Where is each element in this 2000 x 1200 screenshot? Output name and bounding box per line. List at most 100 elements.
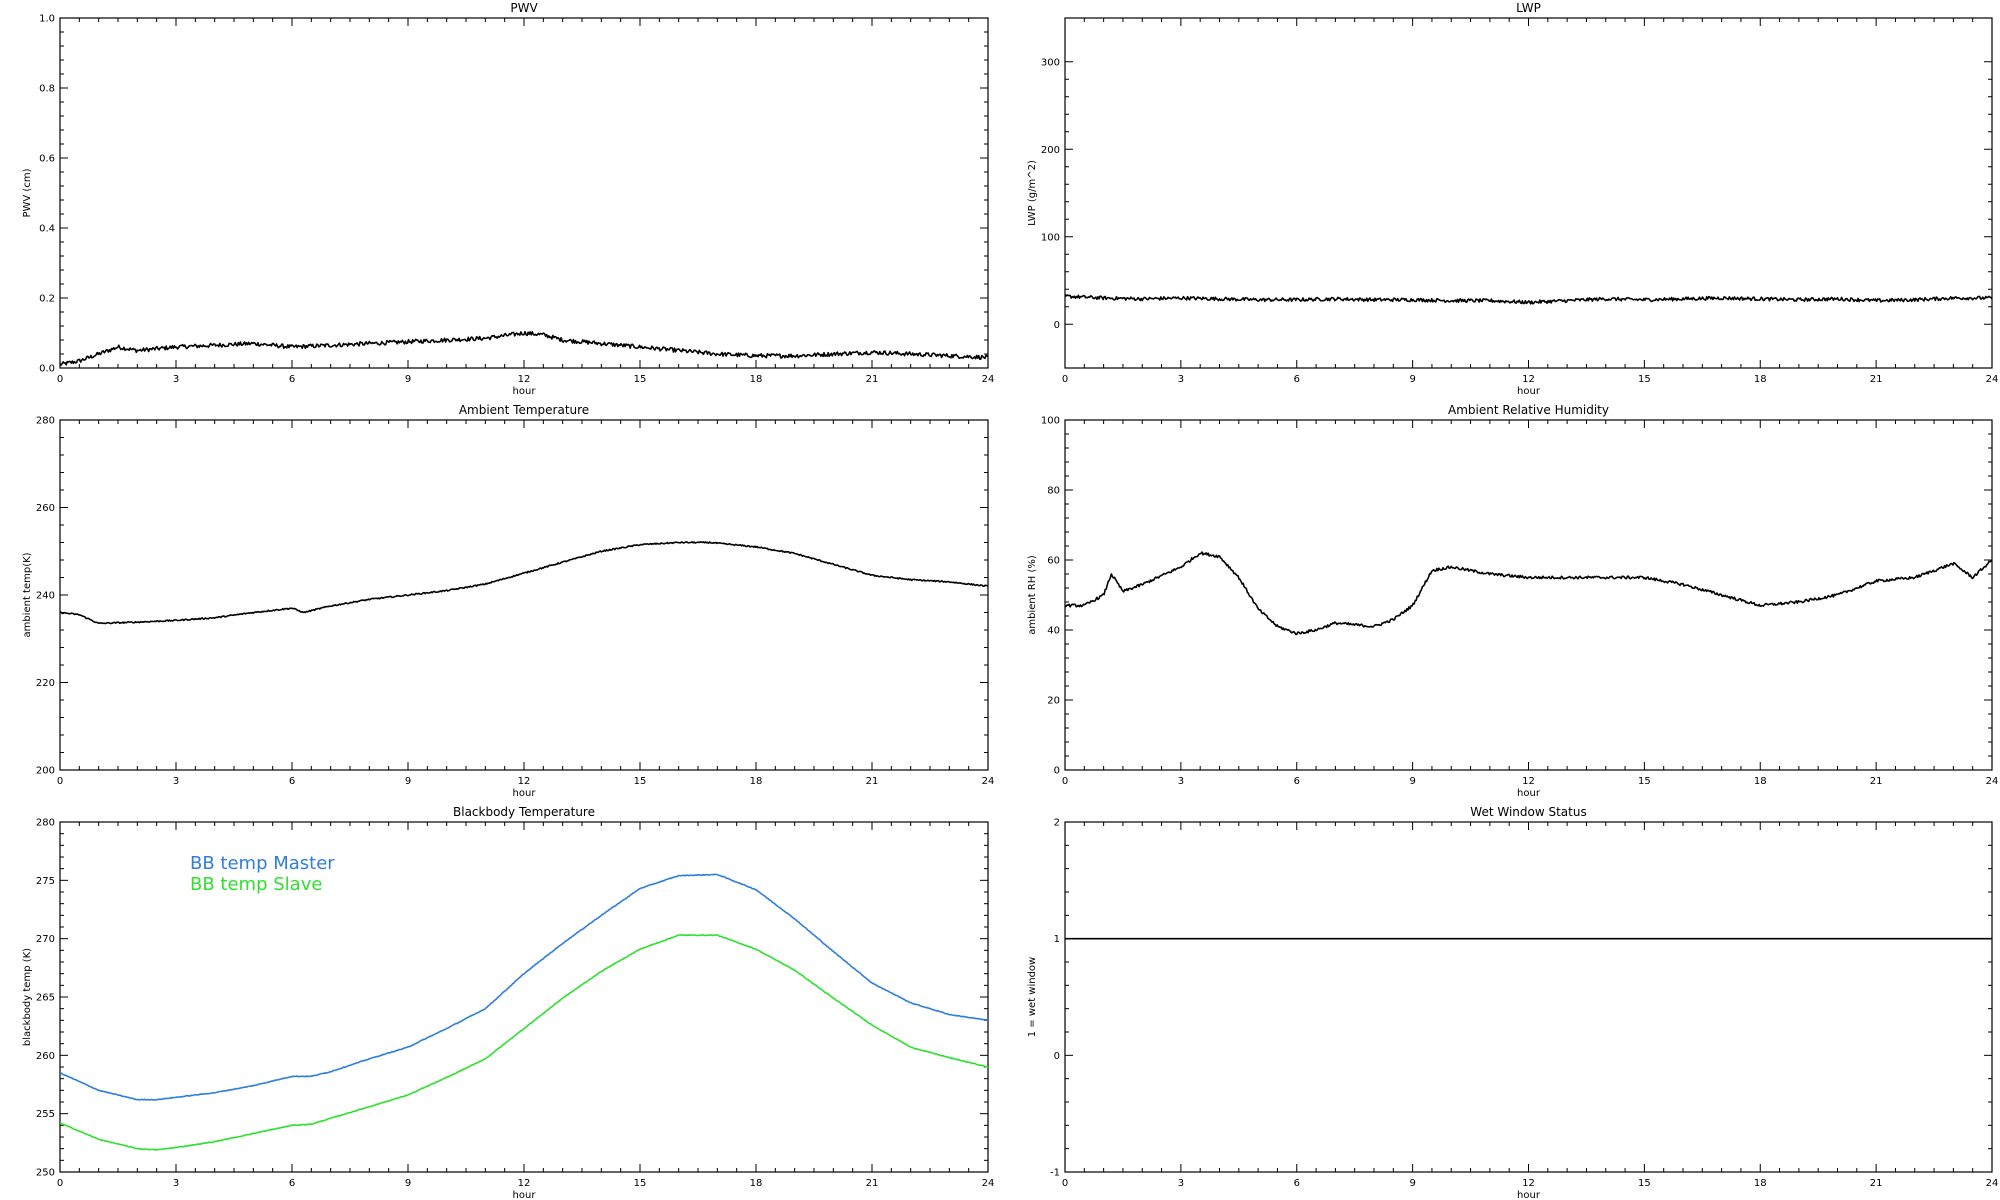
ambient-temp-xtick-label: 21: [866, 776, 879, 787]
pwv-xtick-label: 6: [289, 374, 295, 385]
lwp-xtick-label: 3: [1178, 374, 1184, 385]
ambient-temp-xtick-label: 6: [289, 776, 295, 787]
lwp-ytick-label: 300: [1041, 57, 1060, 68]
ambient-rh-xlabel: hour: [1517, 788, 1541, 799]
blackbody-temp-series-bb-temp-slave: [60, 934, 988, 1151]
pwv-xtick-label: 9: [405, 374, 411, 385]
ambient-temp-xtick-label: 0: [57, 776, 63, 787]
blackbody-temp-ytick-label: 270: [36, 934, 55, 945]
pwv-frame: [59, 17, 989, 369]
blackbody-temp-series-bb-temp-master: [60, 873, 988, 1101]
pwv-series-0: [60, 330, 988, 366]
blackbody-temp-ytick-label: 280: [36, 818, 55, 829]
blackbody-temp-xlabel: hour: [513, 1190, 537, 1200]
wet-window-xtick-label: 0: [1062, 1178, 1068, 1189]
ambient-temp-xtick-label: 18: [750, 776, 763, 787]
ambient-rh-ytick-label: 80: [1047, 486, 1060, 497]
ambient-rh-xtick-label: 12: [1522, 776, 1535, 787]
pwv-xtick-label: 24: [982, 374, 995, 385]
lwp-panel: LWP 0 3 6 9 12 15 18 21 24 hour 0 100 200 300 LWP (g/m^…: [1027, 1, 1998, 397]
blackbody-temp-xtick-label: 15: [634, 1178, 647, 1189]
lwp-ylabel: LWP (g/m^2): [1027, 160, 1038, 226]
pwv-xlabel: hour: [513, 386, 537, 397]
ambient-rh-xtick-label: 3: [1178, 776, 1184, 787]
pwv-ylabel: PWV (cm): [22, 168, 33, 217]
ambient-temp-xtick-label: 3: [173, 776, 179, 787]
lwp-frame: [1064, 17, 1993, 369]
ambient-temp-xlabel: hour: [513, 788, 537, 799]
ambient-rh-ytick-label: 20: [1047, 696, 1060, 707]
blackbody-temp-xtick-label: 9: [405, 1178, 411, 1189]
pwv-xtick-label: 12: [518, 374, 531, 385]
ambient-rh-xtick-label: 0: [1062, 776, 1068, 787]
ambient-temp-ylabel: ambient temp(K): [22, 552, 33, 637]
ambient-temp-xtick-label: 24: [982, 776, 995, 787]
blackbody-temp-ytick-label: 260: [36, 1051, 55, 1062]
pwv-panel: PWV 0 3 6 9 12 15 18 21 24 hour 0.0 0.2 0.4 0.6 0.8 1.0 P…: [22, 1, 994, 397]
blackbody-temp-xtick-label: 6: [289, 1178, 295, 1189]
ambient-temp-title: Ambient Temperature: [459, 403, 589, 417]
wet-window-ytick-label: 2: [1054, 818, 1060, 829]
ambient-rh-ytick-label: 60: [1047, 556, 1060, 567]
lwp-xtick-label: 9: [1409, 374, 1415, 385]
ambient-temp-frame: [59, 419, 989, 771]
wet-window-xtick-label: 21: [1870, 1178, 1883, 1189]
pwv-xtick-label: 15: [634, 374, 647, 385]
wet-window-xtick-label: 3: [1178, 1178, 1184, 1189]
wet-window-xtick-label: 6: [1294, 1178, 1300, 1189]
lwp-ytick-label: 0: [1054, 320, 1060, 331]
pwv-xtick-label: 0: [57, 374, 63, 385]
pwv-ytick-label: 0.6: [39, 154, 55, 165]
lwp-xtick-label: 0: [1062, 374, 1068, 385]
blackbody-temp-legend-entry: BB temp Master: [190, 853, 335, 874]
wet-window-ylabel: 1 = wet window: [1027, 957, 1038, 1037]
ambient-rh-ylabel: ambient RH (%): [1027, 555, 1038, 635]
blackbody-temp-legend-entry: BB temp Slave: [190, 874, 322, 895]
pwv-ytick-label: 0.0: [39, 364, 55, 375]
ambient-temp-ytick-label: 200: [36, 766, 55, 777]
blackbody-temp-xtick-label: 12: [518, 1178, 531, 1189]
pwv-ytick-label: 0.2: [39, 294, 55, 305]
pwv-ytick-label: 1.0: [39, 14, 55, 25]
ambient-temp-xtick-label: 9: [405, 776, 411, 787]
wet-window-xtick-label: 18: [1754, 1178, 1767, 1189]
lwp-xtick-label: 12: [1522, 374, 1535, 385]
ambient-temp-panel: Ambient Temperature 0 3 6 9 12 15 18 21 24 hour 200…: [22, 403, 994, 799]
lwp-xtick-label: 21: [1870, 374, 1883, 385]
lwp-xtick-label: 6: [1294, 374, 1300, 385]
wet-window-ytick-label: -1: [1050, 1168, 1060, 1179]
blackbody-temp-xtick-label: 0: [57, 1178, 63, 1189]
wet-window-frame: [1064, 821, 1993, 1173]
ambient-temp-xtick-label: 15: [634, 776, 647, 787]
blackbody-temp-ytick-label: 255: [36, 1109, 55, 1120]
wet-window-xtick-label: 9: [1409, 1178, 1415, 1189]
wet-window-ytick-label: 0: [1054, 1051, 1060, 1062]
ambient-rh-ytick-label: 0: [1054, 766, 1060, 777]
ambient-rh-xtick-label: 15: [1638, 776, 1651, 787]
pwv-title: PWV: [510, 1, 538, 15]
lwp-xtick-label: 18: [1754, 374, 1767, 385]
lwp-ytick-label: 100: [1041, 232, 1060, 243]
wet-window-xtick-label: 12: [1522, 1178, 1535, 1189]
blackbody-temp-xtick-label: 3: [173, 1178, 179, 1189]
pwv-xtick-label: 21: [866, 374, 879, 385]
lwp-xlabel: hour: [1517, 386, 1541, 397]
ambient-temp-ytick-label: 240: [36, 591, 55, 602]
blackbody-temp-panel: Blackbody Temperature 0 3 6 9 12 15 18 21 24 hour 2…: [22, 805, 994, 1200]
ambient-temp-series-0: [60, 541, 988, 625]
ambient-temp-ytick-label: 260: [36, 503, 55, 514]
pwv-xtick-label: 3: [173, 374, 179, 385]
ambient-rh-title: Ambient Relative Humidity: [1448, 403, 1609, 417]
ambient-rh-xtick-label: 24: [1986, 776, 1999, 787]
pwv-ytick-label: 0.8: [39, 84, 55, 95]
blackbody-temp-xtick-label: 21: [866, 1178, 879, 1189]
ambient-rh-xtick-label: 18: [1754, 776, 1767, 787]
blackbody-temp-ylabel: blackbody temp (K): [22, 948, 33, 1046]
lwp-xtick-label: 15: [1638, 374, 1651, 385]
ambient-rh-xtick-label: 6: [1294, 776, 1300, 787]
wet-window-xtick-label: 15: [1638, 1178, 1651, 1189]
blackbody-temp-ytick-label: 275: [36, 876, 55, 887]
